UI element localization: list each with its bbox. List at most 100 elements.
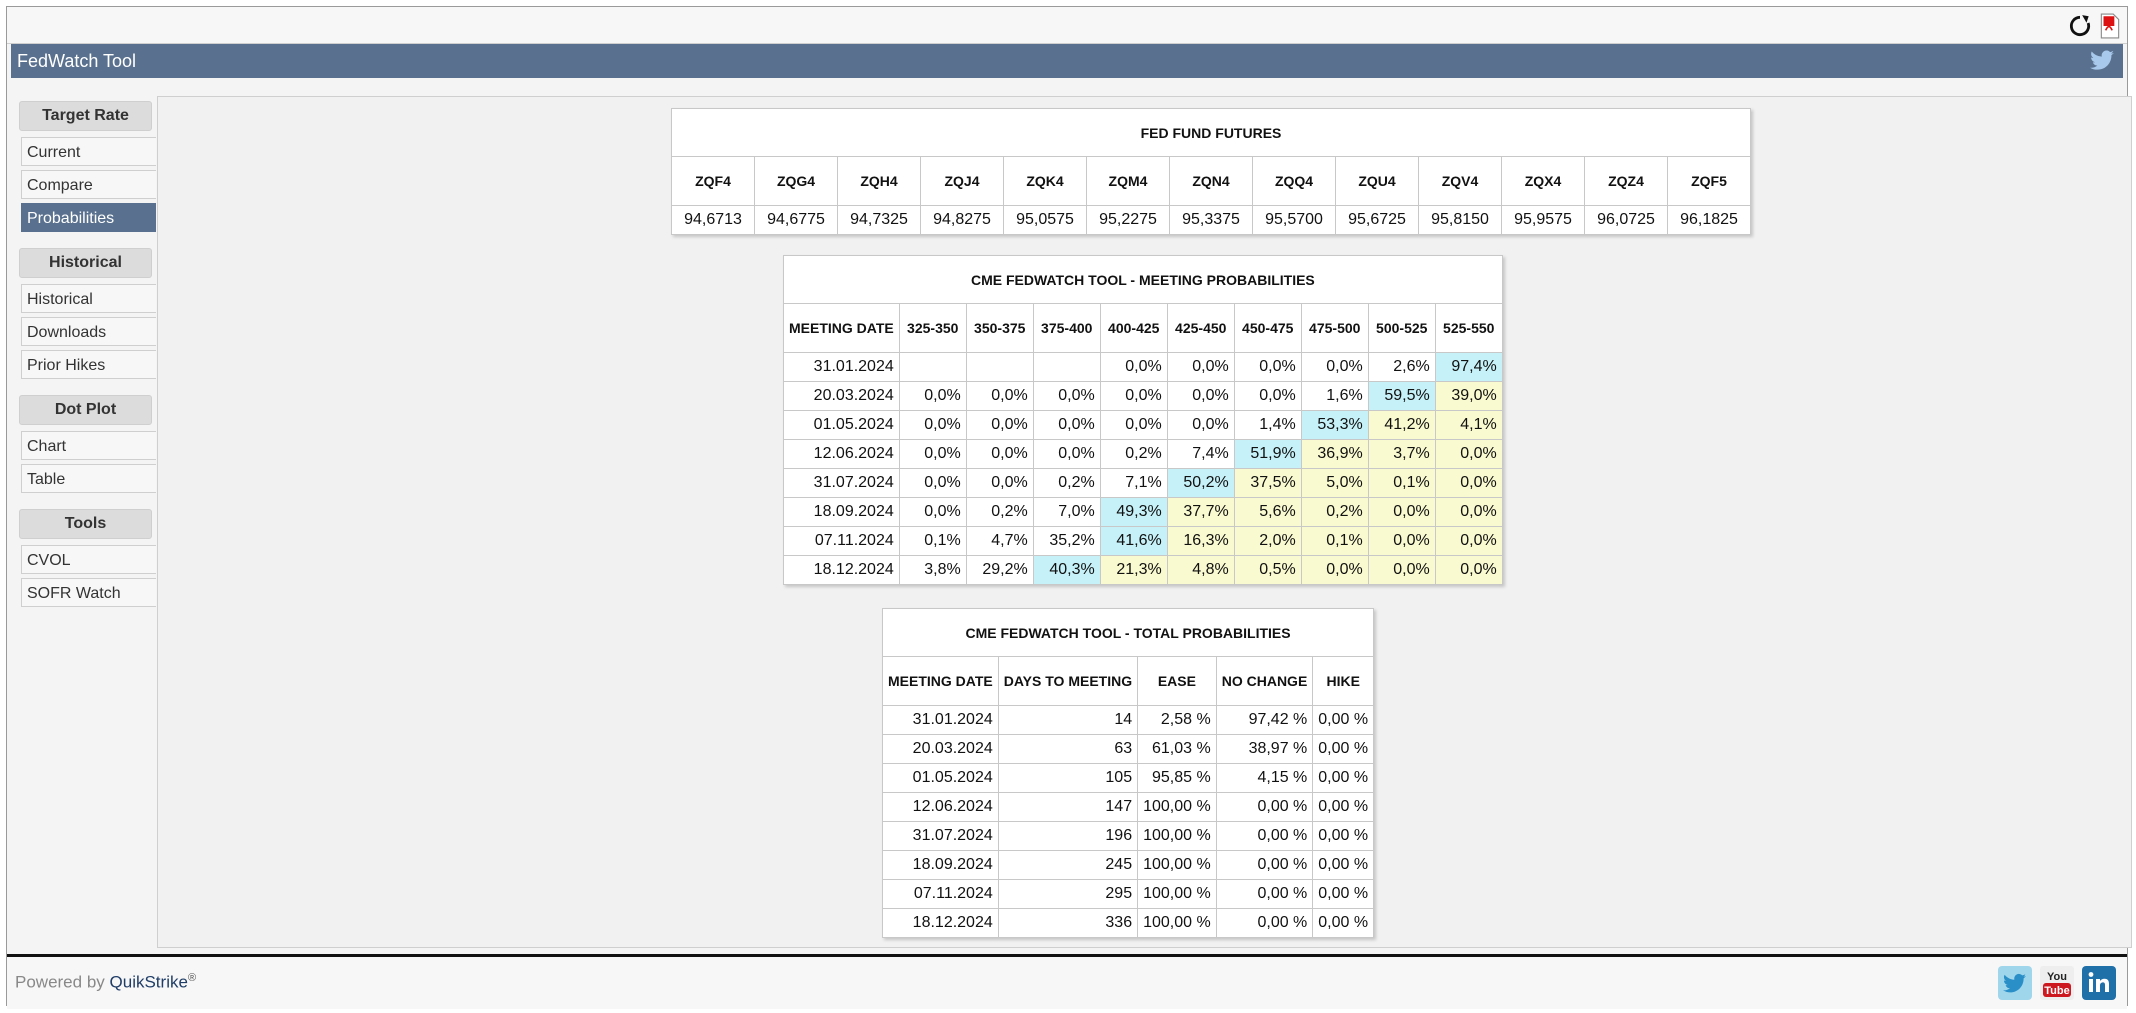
- total-prob-header: HIKE: [1312, 656, 1375, 706]
- probability-cell: 0,0%: [1166, 381, 1235, 411]
- probability-cell: 97,4%: [1434, 352, 1503, 382]
- probability-cell: [965, 352, 1034, 382]
- twitter-social-icon[interactable]: [1997, 965, 2033, 1001]
- total-prob-cell: 20.03.2024: [882, 734, 999, 764]
- probability-cell: 37,7%: [1166, 497, 1235, 527]
- probability-cell: 0,0%: [1367, 555, 1436, 585]
- sidebar-item-current[interactable]: Current: [21, 137, 156, 166]
- sidebar-heading-target-rate[interactable]: Target Rate: [19, 101, 152, 131]
- futures-price: 95,0575: [1003, 205, 1087, 235]
- probability-cell: 0,0%: [1233, 352, 1302, 382]
- futures-contract: ZQJ4: [920, 156, 1004, 206]
- probability-cell: 3,7%: [1367, 439, 1436, 469]
- probability-cell: 0,0%: [965, 381, 1034, 411]
- futures-contracts-row: ZQF4 ZQG4 ZQH4 ZQJ4 ZQK4 ZQM4 ZQN4 ZQQ4 …: [671, 156, 1751, 206]
- probability-cell: 40,3%: [1032, 555, 1101, 585]
- probability-cell: 0,2%: [1032, 468, 1101, 498]
- linkedin-icon[interactable]: [2081, 965, 2117, 1001]
- total-prob-cell: 0,00 %: [1312, 792, 1375, 822]
- probability-cell: 35,2%: [1032, 526, 1101, 556]
- probability-cell: 0,0%: [1099, 381, 1168, 411]
- futures-price: 94,6775: [754, 205, 838, 235]
- probability-cell: 0,2%: [1300, 497, 1369, 527]
- quikstrike-link[interactable]: QuikStrike: [109, 972, 188, 992]
- probability-cell: 36,9%: [1300, 439, 1369, 469]
- footer: Powered by QuikStrike® You Tube: [7, 954, 2127, 1009]
- total-probability-row: 31.07.2024 196 100,00 % 0,00 % 0,00 %: [882, 821, 1375, 851]
- futures-contract: ZQV4: [1418, 156, 1502, 206]
- probability-cell: 0,0%: [1233, 381, 1302, 411]
- total-prob-cell: 245: [997, 850, 1139, 880]
- futures-contract: ZQN4: [1169, 156, 1253, 206]
- probability-cell: 21,3%: [1099, 555, 1168, 585]
- svg-text:Tube: Tube: [2044, 985, 2069, 997]
- futures-contract: ZQQ4: [1252, 156, 1336, 206]
- refresh-icon[interactable]: [2067, 13, 2093, 39]
- total-prob-cell: 0,00 %: [1215, 850, 1314, 880]
- probability-cell: 5,6%: [1233, 497, 1302, 527]
- total-prob-cell: 18.12.2024: [882, 908, 999, 938]
- meeting-probability-row: 31.07.2024 0,0% 0,0% 0,2% 7,1% 50,2% 37,5% 5,0%…: [783, 468, 1503, 498]
- futures-contract: ZQK4: [1003, 156, 1087, 206]
- total-probability-row: 01.05.2024 105 95,85 % 4,15 % 0,00 %: [882, 763, 1375, 793]
- sidebar-heading-tools[interactable]: Tools: [19, 509, 152, 539]
- sidebar-heading-dot-plot[interactable]: Dot Plot: [19, 395, 152, 425]
- total-prob-cell: 31.01.2024: [882, 705, 999, 735]
- sidebar-item-historical[interactable]: Historical: [21, 284, 156, 313]
- meeting-date: 31.01.2024: [783, 352, 900, 382]
- futures-prices-row: 94,6713 94,6775 94,7325 94,8275 95,0575 …: [671, 205, 1751, 235]
- meeting-probability-row: 01.05.2024 0,0% 0,0% 0,0% 0,0% 0,0% 1,4% 53,3% 4…: [783, 410, 1503, 440]
- total-probabilities-header-row: MEETING DATE DAYS TO MEETING EASE NO CHANGE…: [882, 656, 1375, 706]
- probability-cell: 0,0%: [965, 439, 1034, 469]
- meeting-probabilities-table: CME FEDWATCH TOOL - MEETING PROBABILITIE…: [783, 255, 1503, 585]
- meeting-probability-row: 18.12.2024 3,8% 29,2% 40,3% 21,3% 4,8% 0,5% 0,0…: [783, 555, 1503, 585]
- probability-cell: 0,0%: [965, 410, 1034, 440]
- total-prob-cell: 01.05.2024: [882, 763, 999, 793]
- total-prob-cell: 4,15 %: [1215, 763, 1314, 793]
- total-probabilities-table: CME FEDWATCH TOOL - TOTAL PROBABILITIES …: [881, 608, 1375, 938]
- total-prob-cell: 0,00 %: [1312, 705, 1375, 735]
- total-prob-cell: 2,58 %: [1137, 705, 1217, 735]
- sidebar-item-probabilities[interactable]: Probabilities: [21, 203, 156, 232]
- total-prob-cell: 336: [997, 908, 1139, 938]
- sidebar-item-chart[interactable]: Chart: [21, 431, 156, 460]
- probability-cell: 1,6%: [1300, 381, 1369, 411]
- probability-cell: 49,3%: [1099, 497, 1168, 527]
- probability-cell: 0,0%: [1166, 410, 1235, 440]
- sidebar-item-downloads[interactable]: Downloads: [21, 317, 156, 346]
- pdf-export-icon[interactable]: [2099, 13, 2121, 39]
- probability-cell: 0,0%: [1300, 352, 1369, 382]
- sidebar-heading-historical[interactable]: Historical: [19, 248, 152, 278]
- meeting-date: 07.11.2024: [783, 526, 900, 556]
- rate-range-header: 425-450: [1166, 303, 1235, 353]
- probability-cell: 0,0%: [965, 468, 1034, 498]
- total-probability-row: 18.09.2024 245 100,00 % 0,00 % 0,00 %: [882, 850, 1375, 880]
- total-prob-cell: 0,00 %: [1312, 763, 1375, 793]
- youtube-icon[interactable]: You Tube: [2039, 965, 2075, 1001]
- meeting-probability-row: 07.11.2024 0,1% 4,7% 35,2% 41,6% 16,3% 2,0% 0,1…: [783, 526, 1503, 556]
- sidebar-item-cvol[interactable]: CVOL: [21, 545, 156, 574]
- rate-range-header: 500-525: [1367, 303, 1436, 353]
- total-prob-cell: 63: [997, 734, 1139, 764]
- sidebar-item-table[interactable]: Table: [21, 464, 156, 493]
- rate-range-header: 525-550: [1434, 303, 1503, 353]
- total-prob-header: MEETING DATE: [882, 656, 999, 706]
- twitter-icon[interactable]: [2089, 49, 2115, 73]
- sidebar-item-compare[interactable]: Compare: [21, 170, 156, 199]
- total-prob-cell: 0,00 %: [1312, 734, 1375, 764]
- meeting-date: 18.09.2024: [783, 497, 900, 527]
- probability-cell: [898, 352, 967, 382]
- meeting-date: 12.06.2024: [783, 439, 900, 469]
- meeting-date-header: MEETING DATE: [783, 303, 900, 353]
- total-prob-cell: 31.07.2024: [882, 821, 999, 851]
- sidebar-item-prior-hikes[interactable]: Prior Hikes: [21, 350, 156, 379]
- rate-range-header: 475-500: [1300, 303, 1369, 353]
- total-probability-row: 07.11.2024 295 100,00 % 0,00 % 0,00 %: [882, 879, 1375, 909]
- meeting-date: 18.12.2024: [783, 555, 900, 585]
- meeting-probability-row: 12.06.2024 0,0% 0,0% 0,0% 0,2% 7,4% 51,9% 36,9%…: [783, 439, 1503, 469]
- probability-cell: 51,9%: [1233, 439, 1302, 469]
- probability-cell: 0,0%: [1166, 352, 1235, 382]
- total-prob-cell: 100,00 %: [1137, 908, 1217, 938]
- app-header: FedWatch Tool: [11, 44, 2123, 78]
- sidebar-item-sofr-watch[interactable]: SOFR Watch: [21, 578, 156, 607]
